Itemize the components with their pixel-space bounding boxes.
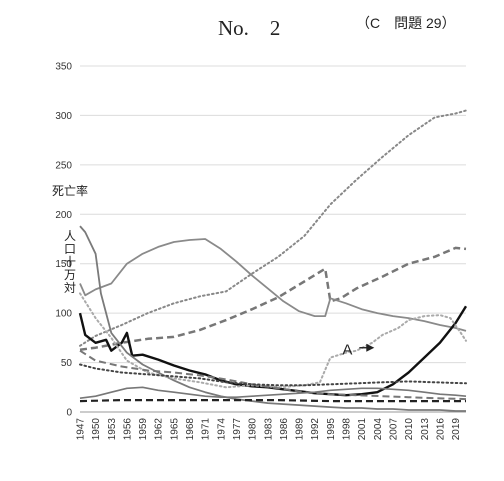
y-tick-label: 0 [66, 408, 72, 419]
series-line-2 [79, 246, 467, 351]
y-label-char: 十 [64, 255, 76, 269]
x-tick-label: 1992 [310, 418, 321, 441]
y-tick-label: 200 [55, 210, 72, 221]
x-tick-label: 1995 [326, 418, 337, 441]
y-tick-label: 100 [55, 309, 72, 320]
series-line-3 [79, 238, 467, 332]
x-tick-label: 1947 [76, 418, 87, 441]
question-label: （C 問題 29） [356, 15, 456, 31]
series-line-8 [79, 363, 467, 387]
y-tick-label: 50 [61, 358, 73, 369]
y-tick-label: 300 [55, 111, 72, 122]
x-axis-ticks: 1947 1950 1953 1956 1959 1962 1965 1968 1971 1974… [76, 418, 463, 441]
x-tick-label: 2016 [435, 418, 446, 441]
x-tick-label: 1980 [248, 418, 259, 441]
x-tick-label: 1962 [154, 418, 165, 441]
y-tick-label: 350 [55, 62, 72, 73]
x-tick-label: 2004 [373, 418, 384, 441]
series-line-1 [79, 109, 467, 347]
x-tick-label: 1950 [91, 418, 102, 441]
y-tick-label: 150 [55, 259, 72, 270]
x-tick-label: 2007 [388, 418, 399, 441]
series-line-10 [79, 399, 466, 403]
x-tick-label: 2013 [420, 418, 431, 441]
y-label-char: 人 [64, 229, 76, 243]
series-line-4 [78, 305, 468, 397]
y-axis-ticks: 0 50 100 150 200 250 300 350 [55, 62, 72, 419]
series-line-9 [79, 386, 467, 399]
x-tick-label: 1965 [169, 418, 180, 441]
x-tick-label: 1989 [295, 418, 306, 441]
annotation-arrow-head [366, 343, 375, 352]
x-tick-label: 1956 [122, 418, 133, 441]
annotation-a: A [342, 342, 375, 359]
x-tick-label: 2010 [404, 418, 415, 441]
annotation-label: A [342, 342, 352, 359]
y-label-line1: 死亡率 [52, 183, 88, 198]
x-tick-label: 2019 [451, 418, 462, 441]
y-label-char: 万 [64, 268, 76, 282]
x-tick-label: 1971 [201, 418, 212, 441]
x-tick-label: 1968 [185, 418, 196, 441]
series-line-7 [79, 349, 467, 401]
x-tick-label: 2001 [357, 418, 368, 441]
y-label-char: 対 [64, 281, 76, 295]
y-label-char: 口 [64, 242, 76, 256]
x-tick-label: 1983 [263, 418, 274, 441]
x-tick-label: 1959 [138, 418, 149, 441]
x-tick-label: 1986 [279, 418, 290, 441]
y-tick-label: 250 [55, 160, 72, 171]
x-tick-label: 1998 [342, 418, 353, 441]
gridlines [80, 65, 466, 413]
sheet-number: No. 2 [218, 16, 281, 40]
x-tick-label: 1974 [216, 418, 227, 441]
x-tick-label: 1977 [232, 418, 243, 441]
series-line-5 [79, 225, 466, 412]
x-tick-label: 1953 [107, 418, 118, 441]
series-lines [78, 109, 468, 412]
